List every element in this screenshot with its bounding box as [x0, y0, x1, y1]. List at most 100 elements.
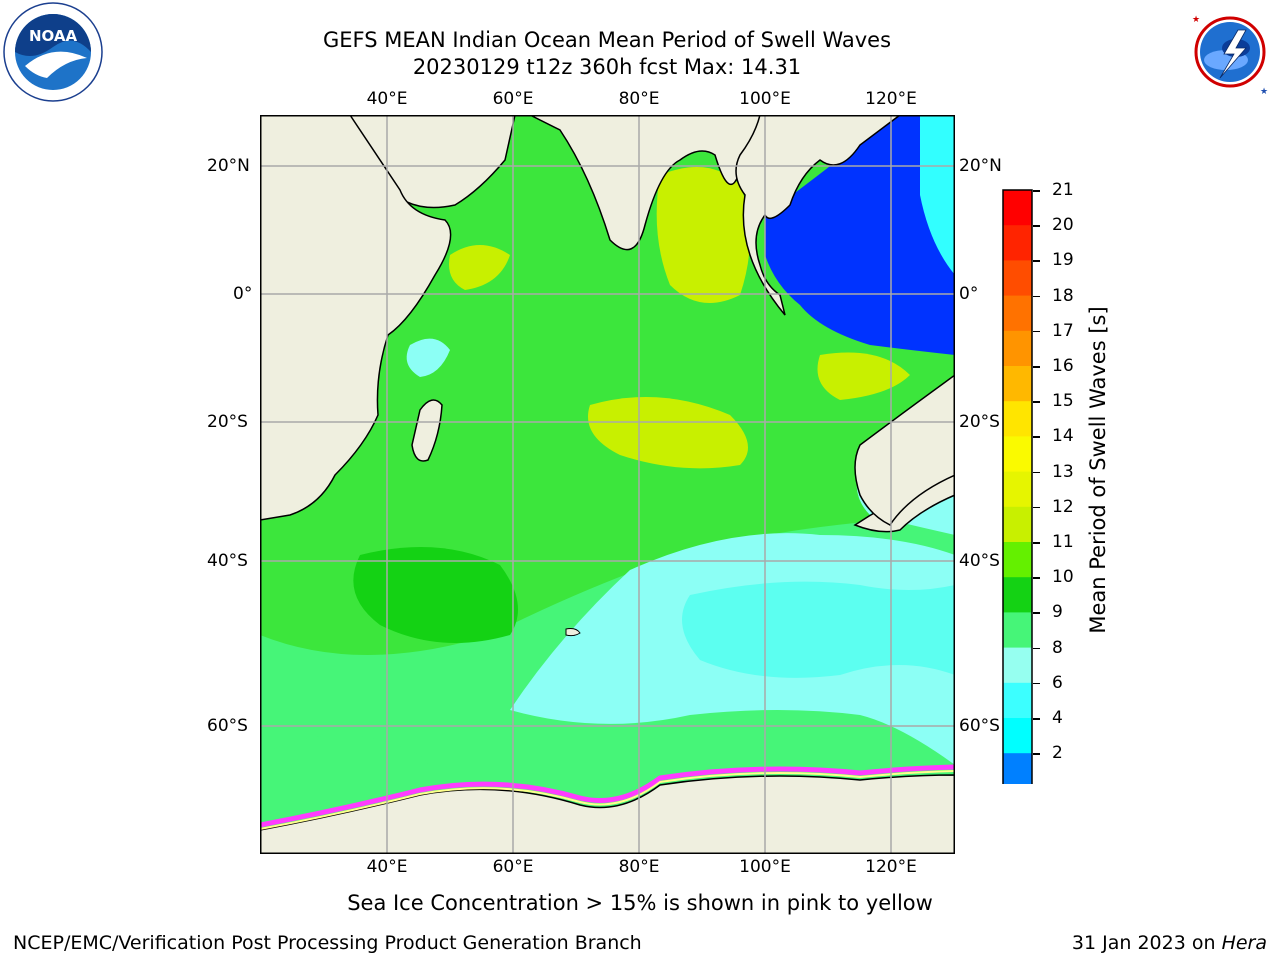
- lat-label-right-0: 0°: [959, 284, 979, 304]
- nws-logo-icon: ★ ★: [1182, 4, 1278, 100]
- colorbar-tick-label: 11: [1052, 532, 1074, 552]
- colorbar-tick-label: 19: [1052, 250, 1074, 271]
- colorbar-band-15: [1003, 718, 1032, 754]
- map-frame: [260, 115, 955, 854]
- land-africa: [260, 115, 452, 521]
- colorbar-tick-label: 20: [1052, 215, 1074, 236]
- colorbar-tick-mark: [1033, 190, 1040, 192]
- swell-field-yellow-central: [588, 397, 748, 469]
- swell-field-yellow-arabian: [449, 245, 510, 290]
- lon-label-top-40e: 40°E: [366, 89, 408, 109]
- colorbar-tick-mark: [1033, 506, 1040, 509]
- colorbar-tick-label: 21: [1052, 180, 1074, 200]
- lon-label-bottom-80e: 80°E: [618, 857, 660, 877]
- colorbar-band-14: [1003, 682, 1032, 719]
- colorbar-tick-mark: [1033, 647, 1040, 650]
- colorbar-tick-mark: [1033, 753, 1040, 755]
- colorbar-band-5: [1003, 366, 1032, 402]
- land-se-asia: [735, 115, 902, 316]
- swell-field-yellow-east: [817, 352, 910, 400]
- colorbar: [1002, 188, 1036, 819]
- graticule: [260, 115, 955, 854]
- colorbar-tick-mark: [1033, 330, 1040, 333]
- noaa-logo: NOAA: [3, 2, 103, 102]
- colorbar-tick-mark: [1033, 577, 1040, 579]
- svg-text:★: ★: [1192, 15, 1200, 25]
- lat-label-left-0: 0°: [233, 284, 253, 304]
- footer-timestamp: 31 Jan 2023 on Hera: [1072, 932, 1267, 954]
- colorbar-tick-mark: [1033, 471, 1040, 474]
- swell-field-blue-seasia: [765, 115, 955, 355]
- colorbar-tick-mark: [1033, 542, 1040, 544]
- swell-field-aqua-pacific: [920, 115, 955, 275]
- land-australia-west: [854, 374, 955, 526]
- nws-logo: ★ ★: [1180, 2, 1280, 102]
- colorbar-tick-mark: [1033, 401, 1040, 403]
- footer-credit: NCEP/EMC/Verification Post Processing Pr…: [13, 932, 642, 954]
- colorbar-tick-label: 15: [1052, 391, 1074, 412]
- colorbar-tick-label: 12: [1052, 496, 1074, 517]
- colorbar-band-4: [1003, 330, 1032, 367]
- colorbar-band-7: [1003, 436, 1032, 473]
- colorbar-tick-mark: [1033, 260, 1040, 262]
- lat-label-right-20s: 20°S: [959, 412, 1000, 432]
- svg-text:★: ★: [1260, 87, 1268, 97]
- colorbar-band-16: [1003, 753, 1032, 789]
- colorbar-tick-label: 6: [1052, 672, 1063, 693]
- colorbar-band-6: [1003, 401, 1032, 437]
- land-kerguelen: [565, 628, 581, 637]
- colorbar-tick-mark: [1033, 612, 1040, 614]
- colorbar-tick-mark: [1033, 682, 1040, 685]
- colorbar-tick-label: 2: [1052, 743, 1063, 764]
- colorbar-tick-label: 18: [1052, 285, 1074, 306]
- swell-field-yellow-bengal: [656, 167, 750, 303]
- lon-label-top-60e: 60°E: [492, 89, 534, 109]
- map-subtitle: 20230129 t12z 360h fcst Max: 14.31: [412, 55, 802, 79]
- colorbar-label: Mean Period of Swell Waves [s]: [1086, 306, 1110, 634]
- lat-label-right-60s: 60°S: [959, 716, 1000, 736]
- lat-label-right-40s: 40°S: [959, 551, 1000, 571]
- colorbar-band-2: [1003, 260, 1032, 297]
- lon-label-bottom-40e: 40°E: [366, 857, 408, 877]
- sea-ice-edge-inner: [260, 770, 955, 830]
- colorbar-band-1: [1003, 225, 1032, 261]
- colorbar-tick-mark: [1033, 295, 1040, 298]
- colorbar-graphic: [1002, 189, 1033, 819]
- colorbar-tick-label: 8: [1052, 637, 1063, 658]
- lon-label-top-80e: 80°E: [618, 89, 660, 109]
- lon-label-top-100e: 100°E: [739, 89, 791, 109]
- lat-label-left-40s: 40°S: [207, 551, 248, 571]
- footer-host: Hera: [1221, 932, 1267, 954]
- colorbar-tick-label: 4: [1052, 708, 1063, 728]
- colorbar-band-10: [1003, 542, 1032, 578]
- map-title: GEFS MEAN Indian Ocean Mean Period of Sw…: [322, 28, 892, 52]
- swell-period-map: [260, 115, 955, 854]
- lon-label-bottom-100e: 100°E: [739, 857, 791, 877]
- noaa-logo-icon: NOAA: [3, 2, 103, 102]
- colorbar-band-3: [1003, 295, 1032, 332]
- colorbar-tick-label: 13: [1052, 461, 1074, 482]
- colorbar-tick-label: 10: [1052, 567, 1074, 588]
- colorbar-tick-label: 9: [1052, 602, 1063, 623]
- sea-ice-caption: Sea Ice Concentration > 15% is shown in …: [347, 891, 933, 915]
- colorbar-tick-mark: [1033, 718, 1040, 720]
- lon-label-top-120e: 120°E: [865, 89, 917, 109]
- colorbar-band-8: [1003, 471, 1032, 508]
- swell-field-cyan-west: [406, 338, 450, 377]
- colorbar-tick-label: 17: [1052, 320, 1074, 341]
- lon-label-bottom-60e: 60°E: [492, 857, 534, 877]
- lat-label-right-20n: 20°N: [959, 156, 1002, 176]
- noaa-logo-text: NOAA: [29, 27, 78, 45]
- colorbar-tick-mark: [1033, 225, 1040, 227]
- swell-field-aqua: [682, 581, 955, 678]
- colorbar-tick-mark: [1033, 366, 1040, 368]
- lat-label-left-20n: 20°N: [207, 156, 250, 176]
- colorbar-band-12: [1003, 612, 1032, 649]
- land-madagascar: [411, 399, 443, 462]
- colorbar-tick-label: 16: [1052, 356, 1074, 376]
- colorbar-band-0: [1003, 190, 1032, 226]
- colorbar-band-11: [1003, 577, 1032, 613]
- footer-date: 31 Jan 2023 on: [1071, 932, 1222, 954]
- swell-field-bright-green: [353, 547, 518, 643]
- lat-label-left-60s: 60°S: [207, 716, 248, 736]
